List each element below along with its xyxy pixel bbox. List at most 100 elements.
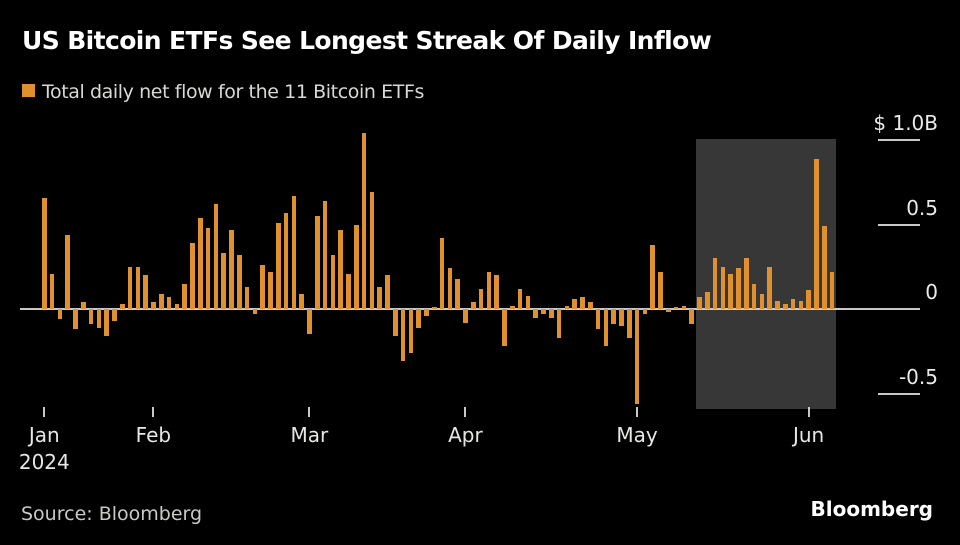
bar [486, 271, 492, 309]
bar [143, 275, 148, 309]
bar [549, 309, 554, 318]
bar [478, 288, 484, 309]
bar [237, 254, 242, 309]
bar [81, 302, 86, 309]
bar [517, 288, 523, 309]
bar [556, 309, 562, 338]
bar [88, 309, 94, 325]
legend-swatch-icon [22, 84, 35, 97]
bar [510, 305, 515, 309]
bar [588, 302, 593, 309]
bar [790, 298, 796, 309]
y-tick-label: $ 1.0B [873, 111, 938, 135]
bar [283, 212, 289, 309]
source-label: Source: Bloomberg [21, 503, 203, 525]
bar [252, 309, 258, 315]
y-tick-line [878, 139, 920, 141]
bar [73, 309, 78, 330]
x-month-label: May [616, 423, 658, 447]
bar [447, 268, 453, 309]
bar [307, 309, 312, 335]
bar [190, 243, 195, 309]
bar [346, 273, 351, 309]
bar [393, 309, 398, 336]
bar [127, 266, 133, 310]
bar [603, 309, 609, 347]
y-tick-line [878, 392, 920, 395]
bar [120, 303, 125, 309]
bar [564, 305, 570, 309]
bar [377, 287, 382, 309]
bar [673, 307, 679, 309]
bar [736, 268, 741, 309]
bar [580, 297, 585, 309]
bar [432, 307, 437, 309]
bar [697, 297, 702, 309]
bar [759, 293, 765, 309]
bar [712, 258, 718, 309]
bar [502, 309, 507, 347]
bar [829, 271, 835, 309]
bloomberg-logo: Bloomberg [810, 497, 933, 521]
bar [385, 275, 390, 309]
bar [166, 297, 172, 309]
bar [244, 287, 250, 309]
bar [174, 303, 180, 309]
bar [619, 309, 624, 326]
bar [541, 309, 546, 315]
bar [650, 244, 655, 309]
bar [728, 273, 733, 309]
bar [400, 309, 406, 362]
bar [205, 227, 211, 309]
x-month-label: Jan [28, 423, 60, 447]
bar [276, 222, 281, 309]
bar [65, 234, 70, 309]
x-tick-line [152, 407, 155, 417]
zero-axis-line [20, 308, 920, 310]
bar [315, 216, 320, 310]
y-tick-label: 0 [925, 280, 938, 304]
bar [595, 309, 601, 330]
bar [213, 204, 219, 309]
bar [424, 309, 429, 316]
bar [369, 192, 375, 309]
bar [767, 266, 772, 310]
bar [330, 254, 336, 309]
x-tick-line [464, 407, 467, 417]
x-month-label: Apr [448, 423, 483, 447]
bar [299, 293, 304, 309]
bar [322, 200, 328, 309]
y-tick-label: 0.5 [906, 195, 938, 220]
bar [291, 195, 297, 309]
bar [135, 266, 141, 310]
bar [533, 309, 538, 318]
bar [361, 133, 367, 309]
bar [720, 266, 726, 310]
bar [268, 271, 273, 309]
bar [751, 283, 757, 309]
bar [182, 283, 187, 309]
bar [642, 309, 648, 315]
bar [525, 295, 531, 309]
bar [408, 309, 414, 353]
bar [611, 309, 616, 325]
bar [159, 293, 164, 309]
bar [112, 309, 117, 321]
bar [783, 303, 788, 309]
legend-label: Total daily net flow for the 11 Bitcoin … [42, 81, 424, 103]
bar [439, 238, 445, 309]
bar [634, 309, 640, 404]
bar [627, 309, 632, 338]
bar [471, 302, 476, 309]
x-tick-line [308, 407, 311, 417]
bar [96, 309, 102, 328]
bar [658, 271, 663, 309]
bar [689, 309, 694, 325]
bar [822, 226, 827, 309]
bar [151, 302, 156, 309]
bar [49, 273, 55, 309]
bar [221, 253, 226, 309]
x-tick-line [43, 407, 46, 417]
